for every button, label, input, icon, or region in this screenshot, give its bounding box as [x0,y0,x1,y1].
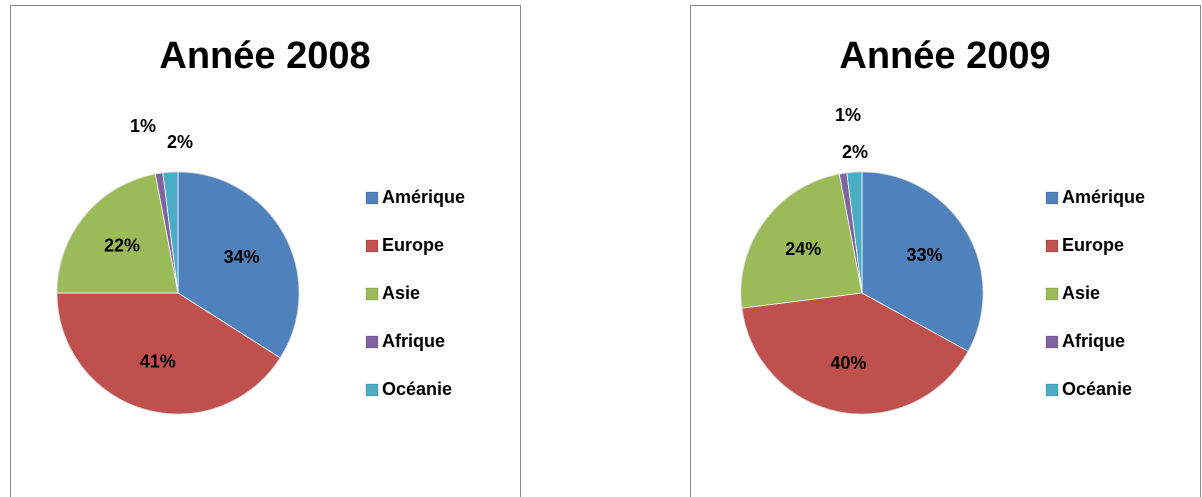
legend-swatch [1045,335,1059,349]
data-label: 33% [906,245,942,265]
data-label: 34% [224,247,260,267]
pie-outline [740,171,984,415]
legend-swatch [365,239,379,253]
data-label: 24% [785,239,821,259]
pie-outline [56,171,300,415]
legend-swatch [1045,287,1059,301]
legend-swatch [1045,239,1059,253]
legend-label: Afrique [382,331,445,351]
data-label: 2% [167,132,193,152]
data-label: 1% [130,116,156,136]
pie-slice [741,292,969,415]
pie-slice [177,171,300,359]
legend-label: Amérique [1062,187,1145,207]
data-label: 2% [842,142,868,162]
pie-slice [861,171,984,352]
pie-slice [56,173,179,294]
legend-label: Asie [382,283,420,303]
legend-swatch [365,287,379,301]
chart-title: Année 2009 [839,35,1050,77]
data-label: 41% [140,351,176,371]
data-label: 1% [835,105,861,125]
pie-slice [162,171,179,294]
legend-label: Océanie [1062,379,1132,399]
legend-swatch [365,191,379,205]
legend-label: Europe [382,235,444,255]
pie-slice [740,173,863,309]
legend-label: Asie [1062,283,1100,303]
legend-swatch [365,335,379,349]
data-label: 22% [104,235,140,255]
legend-swatch [365,383,379,397]
pie-slice [56,292,281,415]
legend-label: Europe [1062,235,1124,255]
legend-swatch [1045,383,1059,397]
pie-slice [846,171,863,294]
legend-swatch [1045,191,1059,205]
legend-label: Afrique [1062,331,1125,351]
data-label: 40% [830,353,866,373]
legend-label: Amérique [382,187,465,207]
chart-title: Année 2008 [159,35,370,77]
legend-label: Océanie [382,379,452,399]
